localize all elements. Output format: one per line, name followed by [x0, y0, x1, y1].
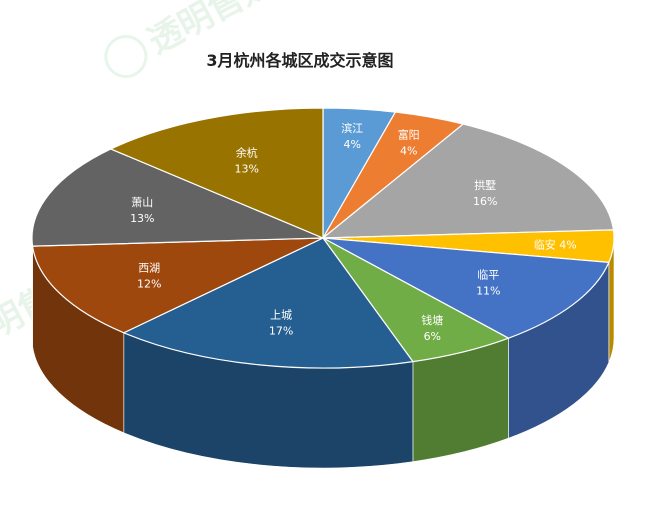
slice-name-余杭: 余杭 — [236, 145, 258, 159]
pie-slice-余杭 — [109, 107, 324, 239]
pie-slice-拱墅 — [321, 123, 615, 239]
pie-slice-上城 — [122, 237, 414, 369]
pie-side-萧山 — [31, 237, 33, 347]
chart-title: 3月杭州各城区成交示意图 — [206, 51, 393, 70]
slice-value-滨江: 4% — [343, 138, 360, 151]
slice-name-滨江: 滨江 — [341, 121, 363, 135]
slice-value-临平: 11% — [476, 285, 500, 298]
slice-value-钱塘: 6% — [424, 330, 441, 343]
slice-value-上城: 17% — [269, 325, 293, 338]
slice-name-钱塘: 钱塘 — [421, 313, 443, 327]
pie-labels: 滨江 4% 富阳 4% 拱墅 16% 临安 4% 临平 11% 钱塘 6% 上城 17% 西湖 12% 萧山 1… — [130, 121, 577, 343]
slice-name-富阳: 富阳 — [398, 127, 420, 141]
slice-value-拱墅: 16% — [473, 195, 497, 208]
slice-name-拱墅: 拱墅 — [474, 178, 496, 192]
watermark: 透明售媒 — [104, 0, 281, 78]
slice-value-富阳: 4% — [400, 144, 417, 157]
pie-slice-西湖 — [31, 237, 324, 334]
watermark-logo-icon — [104, 34, 148, 78]
slice-name-西湖: 西湖 — [138, 262, 160, 275]
pie-tops — [31, 107, 615, 369]
slice-name-临平: 临平 — [477, 268, 499, 282]
slice-label-临安: 临安 4% — [534, 238, 577, 252]
slice-value-余杭: 13% — [234, 162, 258, 175]
pie-slice-萧山 — [31, 148, 324, 247]
slice-name-萧山: 萧山 — [131, 196, 153, 209]
slice-name-上城: 上城 — [270, 309, 292, 322]
slice-value-西湖: 12% — [137, 278, 161, 291]
pie-slice-临平 — [322, 237, 610, 339]
slice-value-萧山: 13% — [130, 212, 154, 225]
